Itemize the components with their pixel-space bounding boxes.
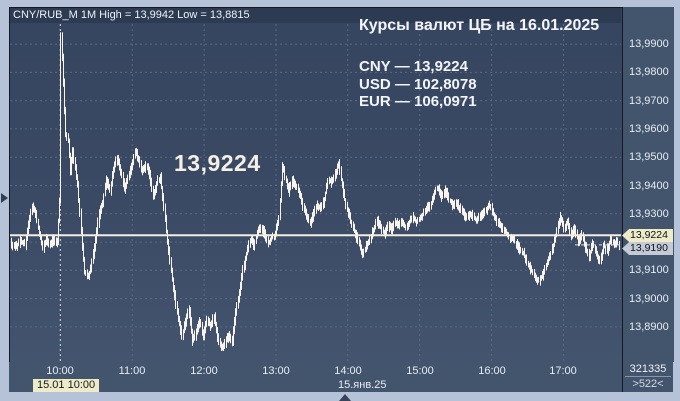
price-axis-label: 13,9600 — [629, 123, 669, 135]
price-axis-label: 13,8900 — [629, 321, 669, 333]
time-axis-label: 13:00 — [262, 365, 290, 377]
time-axis-label: 11:00 — [118, 365, 146, 377]
corner-volume-value: 321335 — [625, 362, 671, 377]
overlay-title: Курсы валют ЦБ на 16.01.2025 — [359, 17, 600, 34]
time-axis[interactable] — [9, 362, 622, 392]
rate-line-eur: EUR — 106,0971 — [359, 93, 477, 110]
current-price-tag: 13,9224 — [622, 229, 673, 242]
price-axis-label: 13,9800 — [629, 66, 669, 78]
time-axis-label: 10:00 — [46, 365, 74, 377]
time-axis-label: 16:00 — [478, 365, 506, 377]
price-axis-label: 13,9900 — [629, 38, 669, 50]
bid-price-tag: 13,9190 — [622, 242, 673, 255]
symbol-info-label: CNY/RUB_M 1M High = 13,9942 Low = 13,881… — [13, 9, 250, 21]
time-axis-label: 12:00 — [190, 365, 218, 377]
left-edge-marker-icon — [1, 193, 8, 203]
selected-bar-date-tag: 15.01 10:00 — [33, 379, 100, 392]
price-axis-label: 13,9400 — [629, 180, 669, 192]
rate-line-cny: CNY — 13,9224 — [359, 58, 468, 75]
price-axis-label: 13,9300 — [629, 208, 669, 220]
corner-spread-value: >522< — [632, 378, 664, 390]
big-price-label: 13,9224 — [174, 150, 261, 176]
day-separator-label: 15.янв.25 — [338, 379, 387, 391]
price-axis[interactable] — [622, 7, 674, 362]
overlay-rates: CNY — 13,9224 USD — 102,8078 EUR — 106,0… — [359, 58, 477, 111]
price-axis-label: 13,9500 — [629, 151, 669, 163]
time-axis-label: 14:00 — [334, 365, 362, 377]
axis-corner-box: 321335 >522< — [622, 362, 673, 392]
price-axis-label: 13,9100 — [629, 264, 669, 276]
price-axis-label: 13,9000 — [629, 293, 669, 305]
chart-header: CNY/RUB_M 1M High = 13,9942 Low = 13,881… — [10, 8, 621, 23]
chart-plot-area[interactable] — [9, 7, 623, 363]
scroll-position-icon — [339, 394, 351, 401]
price-axis-label: 13,9700 — [629, 95, 669, 107]
time-axis-label: 17:00 — [549, 365, 577, 377]
rate-line-usd: USD — 102,8078 — [359, 75, 477, 93]
time-axis-label: 15:00 — [406, 365, 434, 377]
